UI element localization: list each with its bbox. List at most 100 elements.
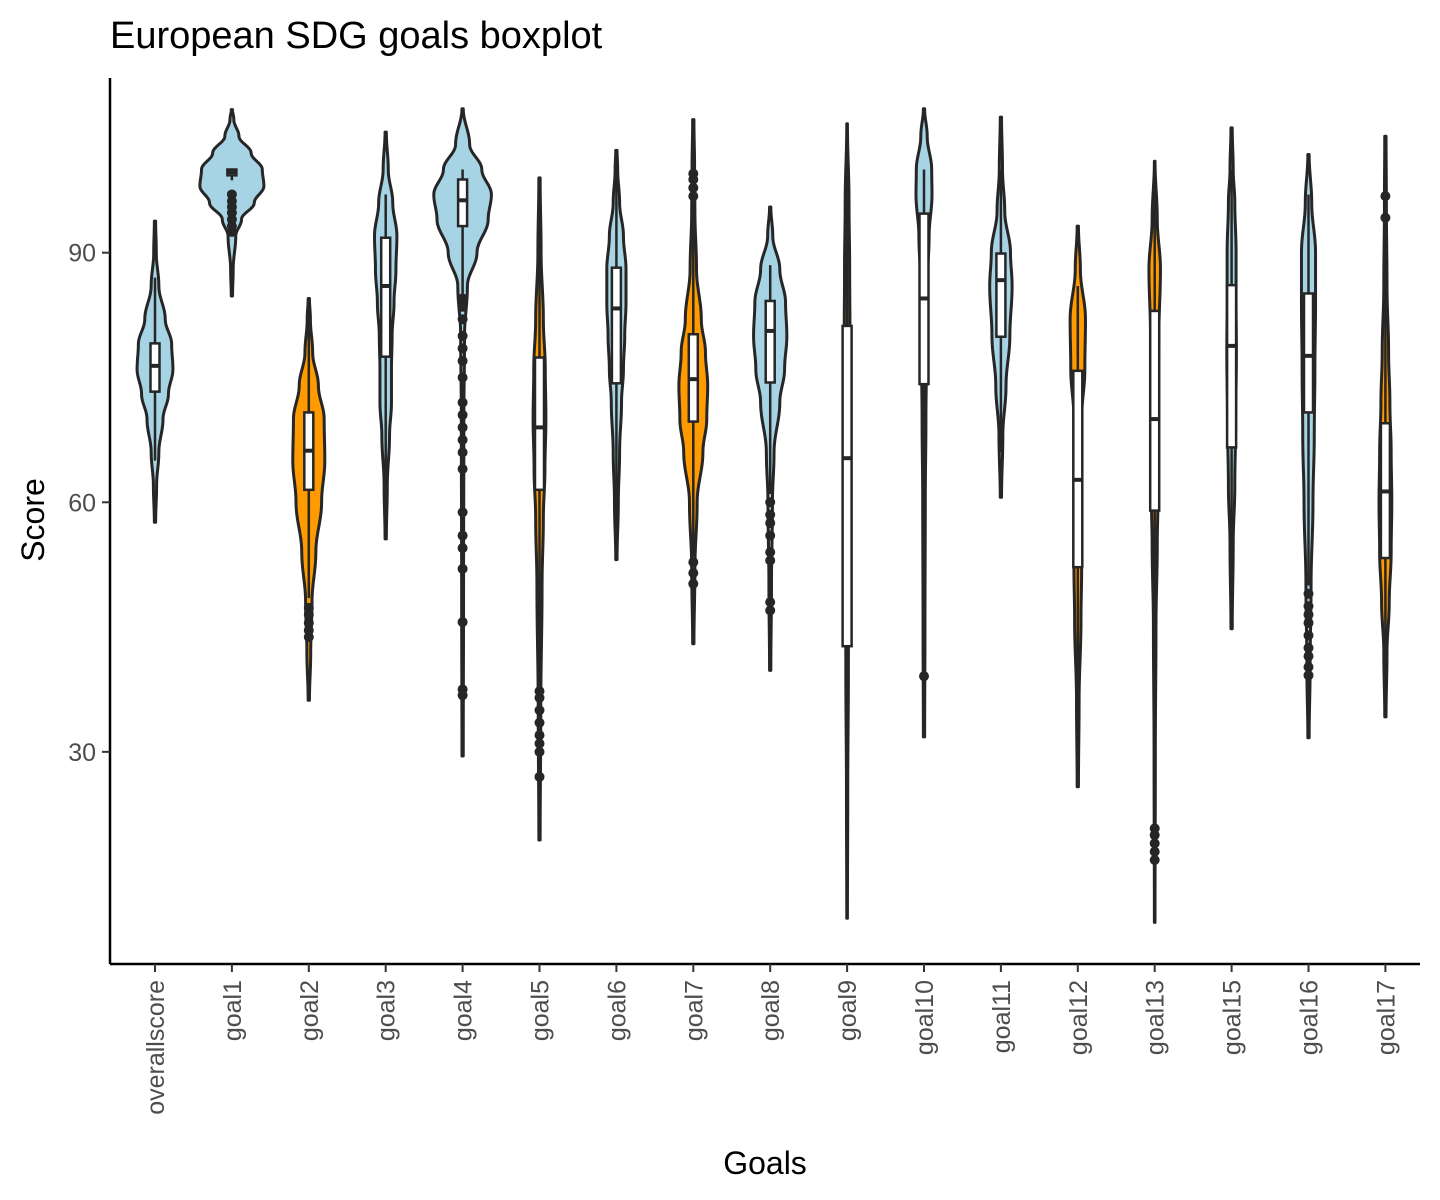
outlier-point-goal16-3 — [1303, 642, 1314, 653]
x-tick-label-goal6: goal6 — [603, 980, 631, 1041]
violin-group-goal16 — [1299, 153, 1318, 740]
outlier-point-goal4-7 — [457, 464, 468, 475]
outlier-point-goal1-6 — [226, 189, 237, 200]
violin-group-goal9 — [841, 122, 853, 920]
outlier-point-goal8-1 — [765, 597, 776, 608]
violin-group-goal7 — [677, 118, 710, 646]
box-goal3 — [379, 236, 392, 358]
y-tick-label-60: 60 — [68, 489, 96, 517]
x-tick-label-goal4: goal4 — [450, 980, 478, 1041]
outlier-point-goal13-0 — [1149, 855, 1160, 866]
x-tick-label-goal7: goal7 — [680, 980, 708, 1041]
outlier-point-goal8-2 — [765, 555, 776, 566]
box-goal16 — [1302, 292, 1315, 414]
violin-group-goal5 — [531, 176, 548, 842]
outlier-point-goal16-7 — [1303, 601, 1314, 612]
outlier-point-goal4-5 — [457, 530, 468, 541]
outlier-point-goal8-6 — [765, 509, 776, 520]
chart-title: European SDG goals boxplot — [110, 15, 603, 57]
box-goal6 — [610, 266, 623, 385]
outlier-point-goal13-1 — [1149, 846, 1160, 857]
box-goal5 — [533, 356, 546, 492]
x-tick-label-goal1: goal1 — [219, 980, 247, 1041]
y-tick-label-30: 30 — [68, 739, 96, 767]
outlier-point-goal4-8 — [457, 447, 468, 458]
outlier-point-goal2-1 — [303, 625, 314, 636]
outlier-point-goal4-13 — [457, 372, 468, 383]
outlier-point-goal4-11 — [457, 409, 468, 420]
outlier-point-goal4-15 — [457, 343, 468, 354]
y-axis-title: Score — [15, 478, 51, 562]
outlier-point-goal4-9 — [457, 434, 468, 445]
plot-area — [135, 107, 1394, 924]
outlier-point-goal7-3 — [688, 191, 699, 202]
outlier-point-goal5-2 — [534, 738, 545, 749]
outlier-point-goal5-7 — [534, 686, 545, 697]
violin-group-goal11 — [988, 115, 1014, 499]
y-tick-label-90: 90 — [68, 240, 96, 268]
x-tick-label-goal12: goal12 — [1065, 980, 1093, 1055]
outlier-point-goal5-1 — [534, 746, 545, 757]
outlier-point-goal4-4 — [457, 543, 468, 554]
outlier-point-goal8-5 — [765, 518, 776, 529]
box-goal4 — [456, 178, 469, 228]
violin-group-goal17 — [1377, 134, 1394, 719]
outlier-point-goal4-18 — [457, 301, 468, 312]
outlier-point-goal4-17 — [457, 314, 468, 325]
outlier-point-goal16-2 — [1303, 651, 1314, 662]
x-tick-label-goal10: goal10 — [911, 980, 939, 1055]
violin-group-goal10 — [914, 107, 934, 739]
outlier-point-goal7-4 — [688, 182, 699, 193]
x-tick-label-goal3: goal3 — [373, 980, 401, 1041]
outlier-point-goal8-0 — [765, 605, 776, 616]
outlier-point-goal7-6 — [688, 168, 699, 179]
x-tick-label-goal2: goal2 — [296, 980, 324, 1041]
outlier-point-goal5-4 — [534, 717, 545, 728]
violin-group-goal13 — [1147, 159, 1162, 924]
outlier-point-goal5-5 — [534, 705, 545, 716]
x-tick-label-goal5: goal5 — [527, 980, 555, 1041]
outlier-point-goal17-0 — [1380, 212, 1391, 223]
axes: 30 60 90 overallscore goal1 goal2 goal3 goal4 go… — [68, 78, 1420, 1115]
x-tick-label-goal15: goal15 — [1219, 980, 1247, 1055]
outlier-point-goal16-8 — [1303, 588, 1314, 599]
outlier-point-goal2-4 — [303, 602, 314, 613]
violin-group-goal2 — [291, 296, 327, 702]
outlier-point-goal16-1 — [1303, 662, 1314, 673]
outlier-point-goal4-19 — [457, 293, 468, 304]
outlier-point-goal4-6 — [457, 507, 468, 518]
outlier-point-goal10-0 — [919, 671, 929, 682]
violin-group-goal3 — [373, 130, 399, 541]
violin-group-overallscore — [135, 219, 175, 524]
outlier-point-goal4-12 — [457, 397, 468, 408]
x-tick-label-goal13: goal13 — [1142, 980, 1170, 1055]
outlier-point-goal16-0 — [1303, 670, 1314, 681]
outlier-point-goal16-5 — [1303, 617, 1314, 628]
x-tick-label-goal9: goal9 — [834, 980, 862, 1041]
outlier-point-goal7-2 — [688, 557, 699, 568]
violin-group-goal15 — [1225, 126, 1238, 631]
outlier-point-goal4-10 — [457, 422, 468, 433]
outlier-point-goal7-0 — [688, 578, 699, 589]
outlier-point-goal13-2 — [1149, 838, 1160, 849]
outlier-point-goal4-1 — [457, 684, 468, 695]
box-goal8 — [764, 299, 776, 384]
outlier-point-goal4-14 — [457, 355, 468, 366]
outlier-point-goal5-3 — [534, 730, 545, 741]
x-axis-title: Goals — [723, 1145, 807, 1181]
outlier-point-goal16-4 — [1303, 630, 1314, 641]
violin-group-goal1 — [198, 108, 266, 298]
outlier-point-goal2-2 — [303, 617, 314, 628]
outlier-point-goal4-2 — [457, 617, 468, 628]
violin-group-goal4 — [432, 107, 493, 758]
outlier-point-goal8-7 — [765, 497, 776, 508]
x-tick-label-goal8: goal8 — [757, 980, 785, 1041]
box-goal12 — [1072, 369, 1084, 569]
outlier-point-goal16-6 — [1303, 609, 1314, 620]
outlier-point-goal4-3 — [457, 563, 468, 574]
outlier-point-goal8-4 — [765, 530, 776, 541]
x-tick-label-goal17: goal17 — [1372, 980, 1400, 1055]
box-goal11 — [995, 252, 1007, 338]
box-goal9 — [841, 324, 853, 648]
